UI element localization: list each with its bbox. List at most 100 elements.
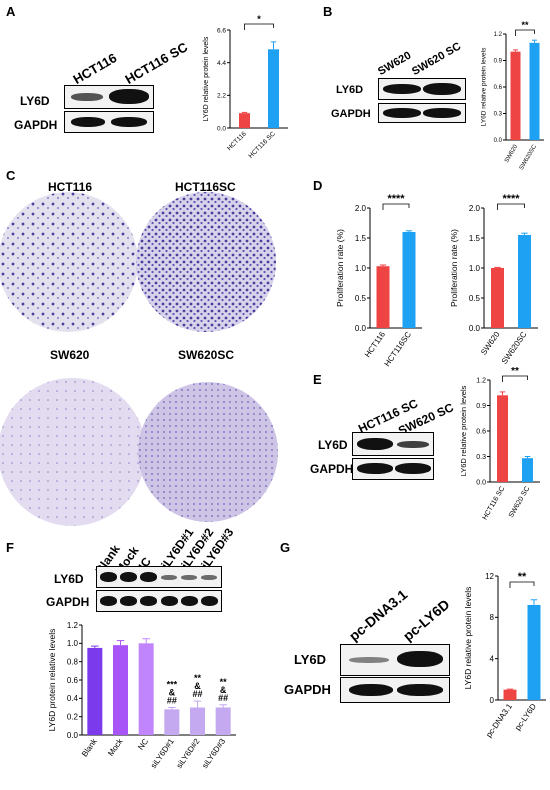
y-tick-label: 0.0 (469, 324, 481, 333)
bar (376, 266, 390, 328)
significance-label: ## (167, 696, 177, 706)
y-tick-label: 0.4 (67, 694, 79, 703)
y-tick-label: 4.4 (217, 60, 226, 67)
bar (497, 395, 508, 482)
x-tick-label: SW620 (504, 143, 519, 164)
panel-label-c: C (6, 168, 16, 183)
x-tick-label: siLY6D#2 (175, 737, 202, 771)
x-tick-label: HCT116 (226, 130, 248, 152)
bar (503, 689, 517, 700)
y-tick-label: 2.0 (469, 204, 481, 213)
y-tick-label: 0.3 (476, 454, 486, 461)
panel-label-b: B (323, 4, 333, 19)
y-axis-label: LY6D relative protein levels (481, 47, 488, 126)
bar (239, 113, 250, 128)
blot-b-row-gapdh: GAPDH (331, 108, 371, 120)
significance-label: ** (194, 673, 202, 683)
plate-sw620sc (138, 382, 278, 522)
y-axis-label: LY6D relative protein levels (459, 385, 468, 476)
significance-bracket (382, 203, 410, 210)
plate-hct116 (0, 192, 138, 332)
x-tick-label: SW620SC (500, 330, 529, 366)
blot-a-header-1: HCT116 (70, 50, 120, 87)
x-tick-label: siLY6D#3 (200, 737, 227, 771)
significance-label: **** (387, 193, 405, 205)
bar (402, 232, 416, 328)
chart-a: 0.0 2.2 4.4 6.6 LY6D relative protein levels… (203, 14, 288, 160)
bar (518, 235, 531, 328)
chart-f: 0.0 0.2 0.4 0.6 0.8 1.0 1.2 LY6D protein relati… (47, 621, 236, 771)
bar (529, 42, 540, 141)
y-tick-label: 1.2 (476, 377, 486, 384)
plate-sw620 (0, 378, 146, 526)
blot-f-row-ly6d: LY6D (54, 572, 84, 586)
plate-title-hct116sc: HCT116SC (175, 180, 236, 194)
blot-b-row-ly6d: LY6D (336, 84, 364, 96)
plate-hct116sc (136, 192, 276, 332)
significance-label: & (220, 685, 227, 695)
blot-a-ly6d (64, 85, 154, 109)
blot-e-gapdh (352, 458, 434, 480)
bar (138, 643, 154, 735)
blot-g-row-gapdh: GAPDH (284, 682, 331, 697)
blot-b-header-2: SW620 SC (410, 40, 464, 78)
bar (491, 268, 504, 328)
blot-f-gapdh (96, 590, 222, 612)
bar (113, 645, 128, 735)
significance-label: & (194, 681, 201, 691)
significance-label: ## (218, 693, 228, 703)
panel-label-g: G (280, 540, 291, 555)
blot-f-row-gapdh: GAPDH (46, 595, 90, 609)
chart-e: 0.0 0.3 0.6 0.9 1.2 LY6D relative protein lev… (459, 366, 540, 521)
colony-plates (0, 192, 278, 526)
x-tick-label: NC (136, 737, 150, 752)
significance-label: & (169, 688, 176, 698)
bar (87, 647, 103, 735)
y-tick-label: 0.8 (67, 657, 79, 666)
x-tick-label: HCT116SC (383, 330, 414, 368)
chart-d2: 0.0 0.5 1.0 1.5 2.0 Proliferation rate (%) SW6… (449, 193, 538, 366)
y-tick-label: 0.0 (476, 479, 486, 486)
significance-bracket (497, 203, 525, 210)
chart-b: 0.0 0.3 0.6 0.9 1.2 LY6D relative protein lev… (481, 20, 544, 170)
significance-label: * (257, 14, 261, 25)
panel-label-d: D (313, 178, 323, 193)
x-tick-label: Mock (106, 736, 125, 758)
y-tick-label: 0.6 (494, 85, 503, 91)
bar (527, 604, 541, 700)
y-tick-label: 0.9 (476, 403, 486, 410)
blot-g-row-ly6d: LY6D (294, 652, 327, 667)
plate-title-sw620: SW620 (50, 348, 90, 362)
significance-label: ** (511, 366, 519, 377)
blot-e-row-gapdh: GAPDH (310, 462, 354, 476)
y-tick-label: 0 (490, 696, 495, 705)
panel-label-f: F (6, 540, 14, 555)
significance-bracket (509, 581, 535, 588)
blot-g-ly6d (340, 644, 450, 676)
y-tick-label: 1.5 (469, 234, 481, 243)
significance-label: **** (502, 193, 520, 205)
bar (522, 458, 533, 482)
y-tick-label: 0.6 (67, 676, 79, 685)
y-tick-label: 1.5 (355, 234, 367, 243)
bar (268, 49, 279, 128)
blot-a-row-ly6d: LY6D (20, 94, 50, 108)
blot-a-row-gapdh: GAPDH (14, 118, 58, 132)
panel-label-e: E (313, 372, 322, 387)
y-tick-label: 2.2 (217, 93, 226, 100)
y-tick-label: 0.5 (355, 294, 367, 303)
blot-g-header-1: pc-DNA3.1 (345, 586, 411, 644)
y-tick-label: 1.0 (469, 264, 481, 273)
y-tick-label: 6.6 (217, 27, 226, 34)
blot-b-gapdh (378, 103, 466, 123)
x-tick-label: siLY6D#1 (149, 737, 176, 771)
y-tick-label: 4 (490, 654, 495, 663)
y-tick-label: 8 (490, 613, 495, 622)
y-tick-label: 0.9 (494, 59, 503, 65)
y-axis-label: Proliferation rate (%) (335, 229, 345, 307)
x-tick-label: Blank (80, 736, 99, 758)
y-axis-label: Proliferation rate (%) (449, 229, 459, 307)
y-tick-label: 0.3 (494, 112, 503, 118)
y-tick-label: 0.0 (355, 324, 367, 333)
y-tick-label: 1.2 (67, 621, 79, 630)
